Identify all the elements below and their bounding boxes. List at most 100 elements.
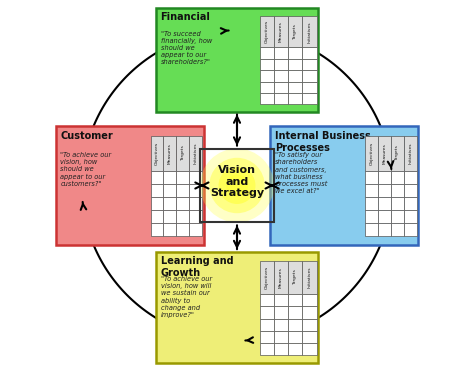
Bar <box>378 223 391 236</box>
Bar <box>302 343 317 355</box>
Bar <box>365 136 378 171</box>
Bar <box>260 82 274 93</box>
Bar <box>365 171 378 184</box>
Bar <box>260 16 274 47</box>
Text: Targets: Targets <box>293 24 297 40</box>
Bar <box>274 306 288 319</box>
Text: Vision
and
Strategy: Vision and Strategy <box>210 165 264 198</box>
Bar <box>288 343 302 355</box>
Bar <box>260 331 274 343</box>
Bar <box>151 184 164 197</box>
Text: Measures: Measures <box>383 143 386 164</box>
Bar <box>391 171 404 184</box>
Ellipse shape <box>226 174 248 197</box>
Text: "To satisfy our
shareholders
and customers,
what business
processes must
we exce: "To satisfy our shareholders and custome… <box>275 152 327 194</box>
Bar <box>260 343 274 355</box>
Bar <box>200 148 274 223</box>
Bar <box>302 261 317 294</box>
Bar <box>260 319 274 331</box>
Bar <box>189 223 202 236</box>
Bar <box>288 261 302 294</box>
Bar <box>260 294 274 306</box>
Bar <box>274 16 288 47</box>
Bar <box>365 184 378 197</box>
Text: Initiatives: Initiatives <box>194 143 198 164</box>
Text: Initiatives: Initiatives <box>308 21 311 43</box>
Bar <box>189 197 202 210</box>
Text: Objectives: Objectives <box>265 20 269 43</box>
Text: "To achieve our
vision, how
should we
appear to our
customers?": "To achieve our vision, how should we ap… <box>60 152 111 187</box>
Bar <box>378 210 391 223</box>
Bar <box>302 59 317 70</box>
Bar <box>302 47 317 59</box>
Bar <box>391 136 404 171</box>
Bar <box>365 223 378 236</box>
Bar <box>391 197 404 210</box>
Bar <box>56 127 204 244</box>
Bar <box>274 343 288 355</box>
Bar <box>404 136 417 171</box>
Bar <box>164 223 176 236</box>
Bar <box>176 136 189 171</box>
Text: "To succeed
financially, how
should we
appear to our
shareholders?": "To succeed financially, how should we a… <box>161 31 212 65</box>
Bar <box>274 261 288 294</box>
Text: Initiatives: Initiatives <box>308 267 311 288</box>
Text: Measures: Measures <box>168 143 172 164</box>
Ellipse shape <box>219 167 255 204</box>
Bar <box>260 59 274 70</box>
Bar <box>391 210 404 223</box>
Bar <box>288 47 302 59</box>
Bar <box>164 197 176 210</box>
Bar <box>164 184 176 197</box>
Bar <box>260 306 274 319</box>
Bar <box>274 294 288 306</box>
Bar <box>260 93 274 104</box>
Bar <box>288 70 302 82</box>
Bar <box>260 47 274 59</box>
Text: Objectives: Objectives <box>369 142 374 165</box>
Ellipse shape <box>200 148 274 223</box>
Bar <box>164 136 176 171</box>
Text: Learning and
Growth: Learning and Growth <box>161 256 233 278</box>
Text: Targets: Targets <box>395 146 399 161</box>
Bar <box>391 184 404 197</box>
Bar <box>288 306 302 319</box>
Bar <box>288 294 302 306</box>
Bar <box>151 197 164 210</box>
Bar <box>189 171 202 184</box>
Bar <box>302 16 317 47</box>
Bar <box>302 306 317 319</box>
Bar <box>274 82 288 93</box>
Bar <box>404 197 417 210</box>
Bar <box>302 93 317 104</box>
Bar <box>155 8 319 112</box>
Bar <box>274 59 288 70</box>
Bar <box>274 47 288 59</box>
Bar <box>151 136 164 171</box>
Bar <box>378 136 391 171</box>
Bar <box>274 319 288 331</box>
Bar <box>176 223 189 236</box>
Bar <box>404 184 417 197</box>
Bar <box>288 59 302 70</box>
Text: Targets: Targets <box>293 270 297 285</box>
Bar <box>270 127 418 244</box>
Bar <box>302 331 317 343</box>
Bar <box>189 184 202 197</box>
Bar <box>365 197 378 210</box>
Ellipse shape <box>210 158 264 213</box>
Bar <box>155 252 319 363</box>
Bar <box>365 210 378 223</box>
Text: Objectives: Objectives <box>155 142 159 165</box>
Bar <box>378 171 391 184</box>
Bar <box>391 223 404 236</box>
Bar <box>288 331 302 343</box>
Bar <box>176 197 189 210</box>
Text: Initiatives: Initiatives <box>408 143 412 164</box>
Bar <box>378 197 391 210</box>
Bar <box>176 210 189 223</box>
Text: Customer: Customer <box>60 131 113 141</box>
Bar <box>302 294 317 306</box>
Bar <box>274 70 288 82</box>
Bar <box>302 319 317 331</box>
